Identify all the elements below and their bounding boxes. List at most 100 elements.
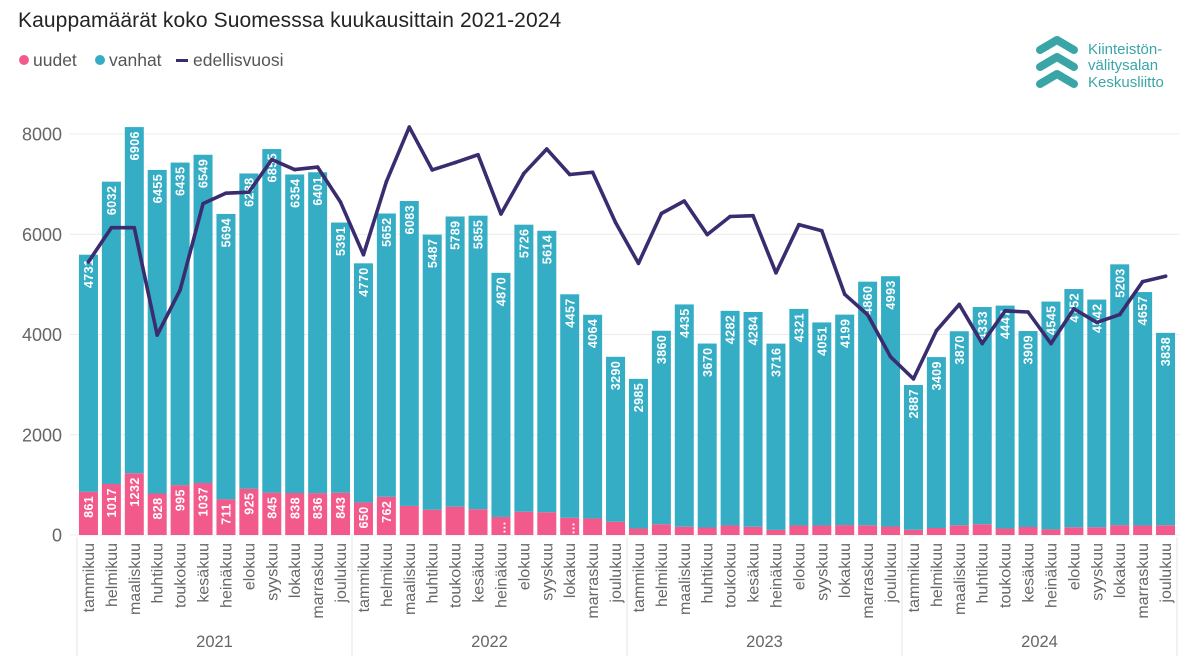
line-point-edellisvuosi [1003,309,1007,313]
line-point-edellisvuosi [819,228,824,233]
bar-segment-vanhat [881,276,901,527]
line-point-edellisvuosi [842,292,847,297]
bar-segment-vanhat [468,215,488,510]
bar-segment-uudet [216,499,236,535]
line-point-edellisvuosi [1140,279,1145,284]
bar-segment-vanhat [308,172,328,494]
bar-segment-uudet [239,488,259,535]
bar-segment-uudet [308,493,328,535]
line-edellisvuosi [86,125,1168,381]
data-label-uudet: … [563,522,577,535]
bar-segment-uudet [1041,529,1061,535]
bar-segment-uudet [606,521,626,535]
line-point-edellisvuosi [957,302,962,307]
line-point-edellisvuosi [682,199,687,203]
legend-item-uudet[interactable]: uudet [19,49,77,71]
bar-segment-uudet [1018,526,1038,535]
line-point-edellisvuosi [476,152,480,157]
bar-segment-vanhat [1156,332,1176,526]
bar-segment-vanhat [1133,292,1153,526]
data-label-vanhat: 5487 [426,239,440,268]
bar-segment-uudet [376,496,396,535]
bar-segment-uudet [972,524,992,535]
line-point-edellisvuosi [430,168,435,172]
x-tick-label-month: maaliskuu [952,543,969,615]
bar-segment-uudet [560,517,580,535]
x-tick-label-month: huhtikuu [150,543,167,604]
line-point-edellisvuosi [201,201,205,206]
x-tick-label-month: elokuu [516,543,533,590]
data-label-vanhat: 4321 [792,313,806,342]
bar-segment-uudet [1064,527,1084,535]
bar-segment-vanhat [445,216,465,507]
x-tick-label-month: joulukuu [333,543,350,604]
bar-segment-vanhat [1064,289,1084,528]
x-tick-label-month: kesäkuu [471,543,488,603]
data-label-vanhat: 5789 [449,221,463,250]
line-point-edellisvuosi [865,312,870,317]
bar-segment-uudet [514,511,534,535]
legend-item-edellisvuosi[interactable]: edellisvuosi [176,49,283,71]
bar-segment-vanhat [697,343,717,528]
data-label-vanhat: 5391 [334,227,348,256]
data-label-vanhat: 4870 [495,277,509,306]
data-label-vanhat: 3870 [953,335,967,364]
bar-segment-uudet [193,483,213,535]
x-tick-label-month: lokakuu [562,543,579,598]
line-point-edellisvuosi [1163,274,1168,279]
line-point-edellisvuosi [361,252,366,257]
legend-item-vanhat[interactable]: vanhat [95,49,162,71]
bar-segment-vanhat [766,343,786,530]
bar-segment-vanhat [78,254,98,492]
data-labels: 4731 861 6032 1017 6906 1232 6455 828 6435 995 654… [82,131,1173,535]
data-label-vanhat: 4333 [976,311,990,340]
data-label-vanhat: 4282 [724,315,738,344]
bar-segment-vanhat [422,234,442,510]
line-point-edellisvuosi [407,125,412,129]
data-label-vanhat: 6083 [403,205,417,234]
chevrons-up-icon [1036,36,1078,88]
data-label-uudet: 762 [380,501,394,523]
bar-segment-vanhat [674,304,694,527]
bar-segment-uudet [674,526,694,535]
x-tick-label-month: heinäkuu [493,543,510,608]
x-tick-label-month: lokakuu [1112,543,1129,598]
line-point-edellisvuosi [224,191,228,195]
x-tick-label-month: toukokuu [448,543,465,608]
bar-segment-vanhat [1018,331,1038,527]
y-tick-label: 4000 [22,325,62,345]
x-tick-label-month: joulukuu [608,543,625,604]
data-label-vanhat: 4545 [1045,306,1059,335]
data-label-vanhat: 4199 [838,319,852,348]
x-tick-label-month: helmikuu [379,543,396,607]
bar-segment-uudet [537,512,557,535]
line-point-edellisvuosi [1049,341,1053,346]
y-tick-label: 8000 [22,125,62,145]
bar-segment-uudet [1087,527,1107,535]
y-tick-label: 2000 [22,425,62,445]
data-label-vanhat: 4731 [82,259,96,288]
bar-segment-uudet [789,525,809,535]
bar-segment-uudet [743,526,763,535]
bar-segment-vanhat [239,173,259,489]
x-tick-label-month: tammikuu [906,543,923,612]
bar-segment-vanhat [560,294,580,518]
line-point-edellisvuosi [499,212,503,216]
x-tick-label-month: kesäkuu [196,543,213,603]
line-point-edellisvuosi [911,377,916,381]
data-label-vanhat: 3909 [1022,335,1036,364]
bar-segment-uudet [835,525,855,535]
line-series-edellisvuosi [86,125,1168,381]
data-label-vanhat: 2985 [632,383,646,412]
legend-label: uudet [33,49,77,70]
x-axis: tammikuu helmikuu maaliskuu huhtikuu toukoku… [76,537,1178,656]
line-point-edellisvuosi [384,179,389,184]
bar-segment-uudet [583,518,603,535]
bar-segment-vanhat [995,305,1015,529]
bar-segment-uudet [1156,525,1176,535]
data-label-uudet: 836 [311,497,325,519]
bar-segment-vanhat [331,222,351,493]
bar-segment-uudet [101,484,121,535]
legend-dot-icon [95,55,105,65]
data-label-uudet: 1037 [197,487,211,516]
